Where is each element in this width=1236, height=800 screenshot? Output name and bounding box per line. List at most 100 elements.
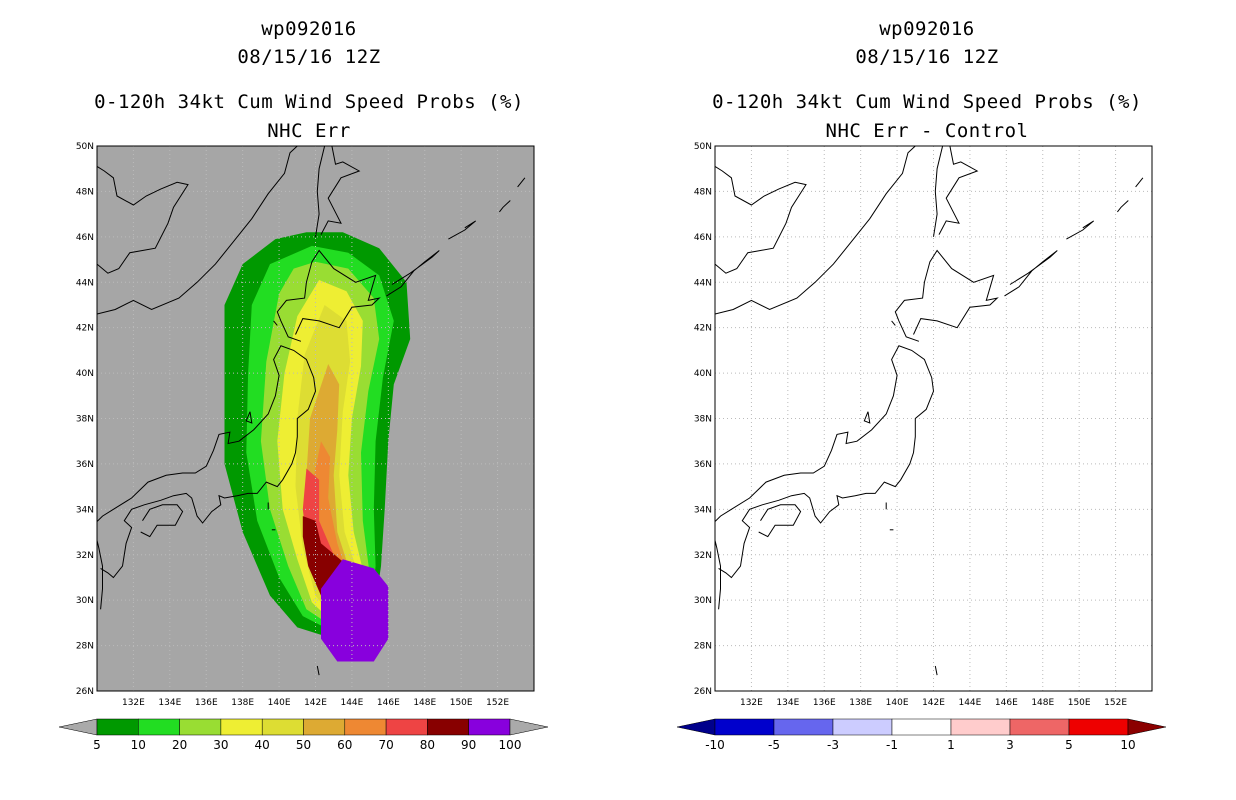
left-panel: wp092016 08/15/16 12Z 0-120h 34kt Cum Wi… [58,18,549,752]
colorbar-label: 10 [1120,738,1135,752]
colorbar-bin [1009,718,1070,736]
y-tick-label: 36N [694,460,712,470]
contour-90 [321,559,389,662]
x-tick-label: 136E [195,698,218,708]
coastline [316,665,320,676]
x-tick-label: 152E [486,698,509,708]
map-frame [96,145,535,692]
colorbar-label: -10 [705,738,725,752]
colorbar-label: 5 [93,738,101,752]
coastline [1117,200,1129,213]
colorbar-bin [427,718,469,736]
coastline [1135,177,1144,188]
coastline [97,165,189,274]
colorbar-bin [220,718,263,736]
coastline [715,146,916,315]
colorbar-label: -3 [827,738,839,752]
coastline [276,249,381,342]
x-tick-label: 138E [231,698,254,708]
coastline [715,345,935,610]
colorbar-bin [344,718,387,736]
x-tick-label: 142E [922,698,945,708]
colorbar-bin [96,718,139,736]
colorbar-over-arrow [509,718,549,736]
x-tick-label: 140E [268,698,291,708]
coastline [891,320,896,326]
storm-id: wp092016 [879,18,975,40]
y-tick-label: 42N [694,324,712,334]
panel-subtitle: NHC Err - Control [825,120,1029,142]
coastline [315,146,361,237]
y-tick-label: 40N [76,369,94,379]
colorbar-bin [179,718,222,736]
difference-map: 132E 134E 136E 138E 140E 142E 144E 146E 148E 150E… [676,142,1167,752]
colorbar-under-arrow [58,718,98,736]
colorbar-bin [385,718,428,736]
x-tick-label: 132E [122,698,145,708]
colorbar-bin [303,718,346,736]
right-panel: wp092016 08/15/16 12Z 0-120h 34kt Cum Wi… [618,0,1236,800]
colorbar-label: 80 [420,738,435,752]
panel-subtitle: NHC Err [267,120,351,142]
y-tick-label: 48N [694,187,712,197]
coastline [863,411,871,424]
colorbar-label: 60 [337,738,352,752]
colorbar-label: 3 [1006,738,1014,752]
x-tick-label: 134E [158,698,181,708]
coastline [140,504,184,538]
coastline [245,411,253,424]
x-tick-label: 148E [1031,698,1054,708]
datetime: 08/15/16 12Z [855,46,999,68]
colorbar-bin [261,718,304,736]
x-tick-label: 138E [849,698,872,708]
x-tick-label: 134E [776,698,799,708]
y-tick-label: 34N [694,505,712,515]
y-tick-label: 28N [76,642,94,652]
coastline [1004,250,1058,297]
y-tick-label: 38N [76,415,94,425]
colorbar-label: 50 [296,738,311,752]
coastline [704,493,708,500]
x-tick-label: 146E [377,698,400,708]
product-title: 0-120h 34kt Cum Wind Speed Probs (%) [94,91,524,113]
y-tick-label: 26N [694,687,712,697]
coastline [86,493,90,500]
coastline [97,146,298,315]
colorbar-label: 20 [172,738,187,752]
datetime: 08/15/16 12Z [237,46,381,68]
colorbar-bin [773,718,834,736]
map-layer [86,146,534,691]
colorbar-label: 100 [499,738,522,752]
y-tick-label: 32N [76,551,94,561]
colorbar-bin [714,718,775,736]
colorbar: 5 10 20 30 40 50 60 70 80 90 100 [58,718,549,752]
map-layer [704,146,1152,691]
colorbar-label: 1 [947,738,955,752]
colorbar-label: 10 [131,738,146,752]
coastline [715,165,807,274]
colorbar-label: -5 [768,738,780,752]
x-tick-label: 136E [813,698,836,708]
x-tick-label: 142E [304,698,327,708]
x-tick-label: 150E [1068,698,1091,708]
x-tick-label: 146E [995,698,1018,708]
x-tick-label: 148E [413,698,436,708]
y-tick-label: 50N [694,142,712,152]
product-title: 0-120h 34kt Cum Wind Speed Probs (%) [712,91,1142,113]
map-frame [714,145,1153,692]
y-tick-label: 32N [694,551,712,561]
colorbar-bin [468,718,511,736]
colorbar-under-arrow [676,718,716,736]
y-tick-label: 28N [694,642,712,652]
y-tick-label: 46N [76,233,94,243]
colorbar-label: 70 [378,738,393,752]
coastline [97,345,317,610]
colorbar-label: 90 [461,738,476,752]
colorbar-bin [832,718,893,736]
colorbar-label: 5 [1065,738,1073,752]
x-tick-label: 144E [340,698,363,708]
colorbar-label: 40 [255,738,270,752]
y-tick-label: 40N [694,369,712,379]
y-tick-label: 30N [694,596,712,606]
colorbar-bin [138,718,180,736]
